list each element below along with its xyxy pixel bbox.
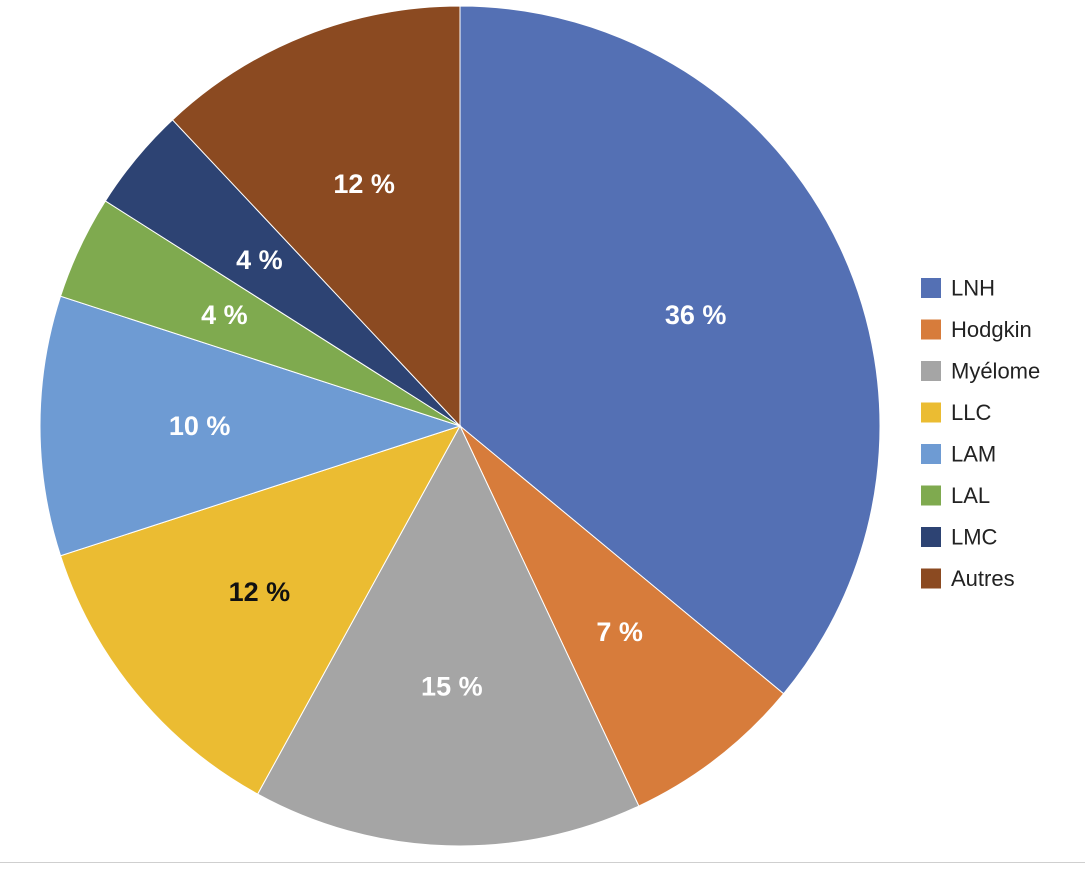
legend-label-hodgkin: Hodgkin <box>951 317 1032 342</box>
slice-value-label-hodgkin: 7 % <box>596 617 643 647</box>
legend-swatch-lal <box>921 485 941 506</box>
legend-item-lnh: LNH <box>921 276 995 301</box>
pie-slices <box>39 5 881 847</box>
legend-item-lam: LAM <box>921 442 996 467</box>
slice-value-label-lmc: 4 % <box>236 245 283 275</box>
legend-label-autres: Autres <box>951 566 1015 591</box>
slice-value-label-lam: 10 % <box>169 411 231 441</box>
slice-value-label-llc: 12 % <box>229 577 291 607</box>
slice-value-label-autres: 12 % <box>333 169 395 199</box>
legend: LNH Hodgkin Myélome LLC LAM LAL LMC Autres <box>921 276 1040 591</box>
legend-label-lal: LAL <box>951 483 990 508</box>
pie-slice-lnh <box>459 5 881 695</box>
slice-value-label-lal: 4 % <box>201 300 248 330</box>
legend-label-lam: LAM <box>951 442 996 467</box>
legend-item-lal: LAL <box>921 483 990 508</box>
pie-slice-autres <box>171 5 461 428</box>
legend-swatch-lnh <box>921 278 941 298</box>
legend-item-myelome: Myélome <box>921 359 1040 384</box>
pie-slice-hodgkin <box>459 425 785 807</box>
legend-swatch-myelome <box>921 361 941 381</box>
legend-item-hodgkin: Hodgkin <box>921 317 1032 342</box>
legend-item-autres: Autres <box>921 566 1015 591</box>
legend-swatch-hodgkin <box>921 319 941 340</box>
legend-item-lmc: LMC <box>921 525 998 550</box>
pie-slice-myelome <box>256 424 640 847</box>
slice-value-label-myelome: 15 % <box>421 671 483 701</box>
legend-swatch-llc <box>921 402 941 423</box>
slice-value-label-lnh: 36 % <box>665 300 727 330</box>
bottom-divider <box>0 862 1085 863</box>
legend-label-lmc: LMC <box>951 525 998 550</box>
legend-label-llc: LLC <box>951 400 991 425</box>
legend-swatch-lmc <box>921 527 941 547</box>
pie-slice-llc <box>59 425 462 795</box>
legend-item-llc: LLC <box>921 400 991 425</box>
pie-slice-lam <box>39 295 462 557</box>
legend-swatch-lam <box>921 444 941 464</box>
legend-swatch-autres <box>921 568 941 589</box>
legend-label-myelome: Myélome <box>951 359 1040 384</box>
legend-label-lnh: LNH <box>951 276 995 301</box>
pie-slice-labels: 36 % 7 % 15 % 12 % 10 % 4 % 4 % 12 % <box>169 169 727 701</box>
